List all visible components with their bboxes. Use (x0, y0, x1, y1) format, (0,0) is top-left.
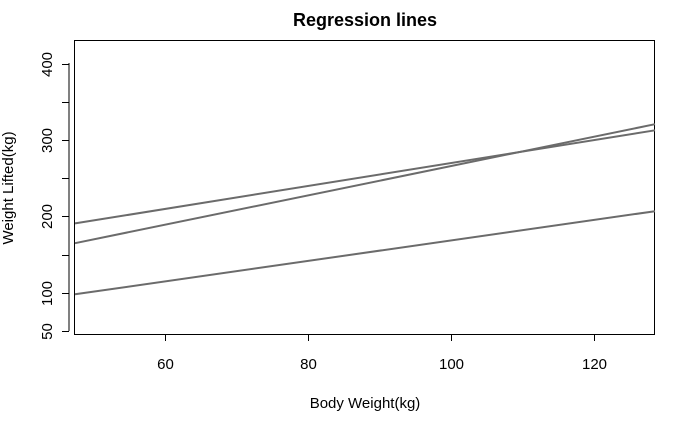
y-tick-label: 100 (39, 281, 56, 306)
plot-frame (74, 40, 655, 335)
x-tick-label: 120 (582, 356, 607, 373)
series-group (74, 123, 656, 296)
y-axis: 50 100 200 300 400 (39, 52, 70, 340)
regression-line-2 (74, 123, 656, 245)
x-axis: 60 80 100 120 (157, 334, 607, 373)
x-tick-label: 80 (300, 356, 317, 373)
chart-title: Regression lines (293, 10, 437, 30)
y-tick-label: 200 (39, 204, 56, 229)
x-tick-label: 100 (439, 356, 464, 373)
regression-line-1 (74, 129, 656, 225)
y-axis-label: Weight Lifted(kg) (0, 131, 17, 244)
y-tick-label: 50 (39, 323, 56, 340)
regression-line-3 (74, 210, 656, 296)
y-tick-label: 400 (39, 52, 56, 77)
y-tick-label: 300 (39, 128, 56, 153)
x-axis-label: Body Weight(kg) (310, 395, 421, 412)
x-tick-label: 60 (157, 356, 174, 373)
